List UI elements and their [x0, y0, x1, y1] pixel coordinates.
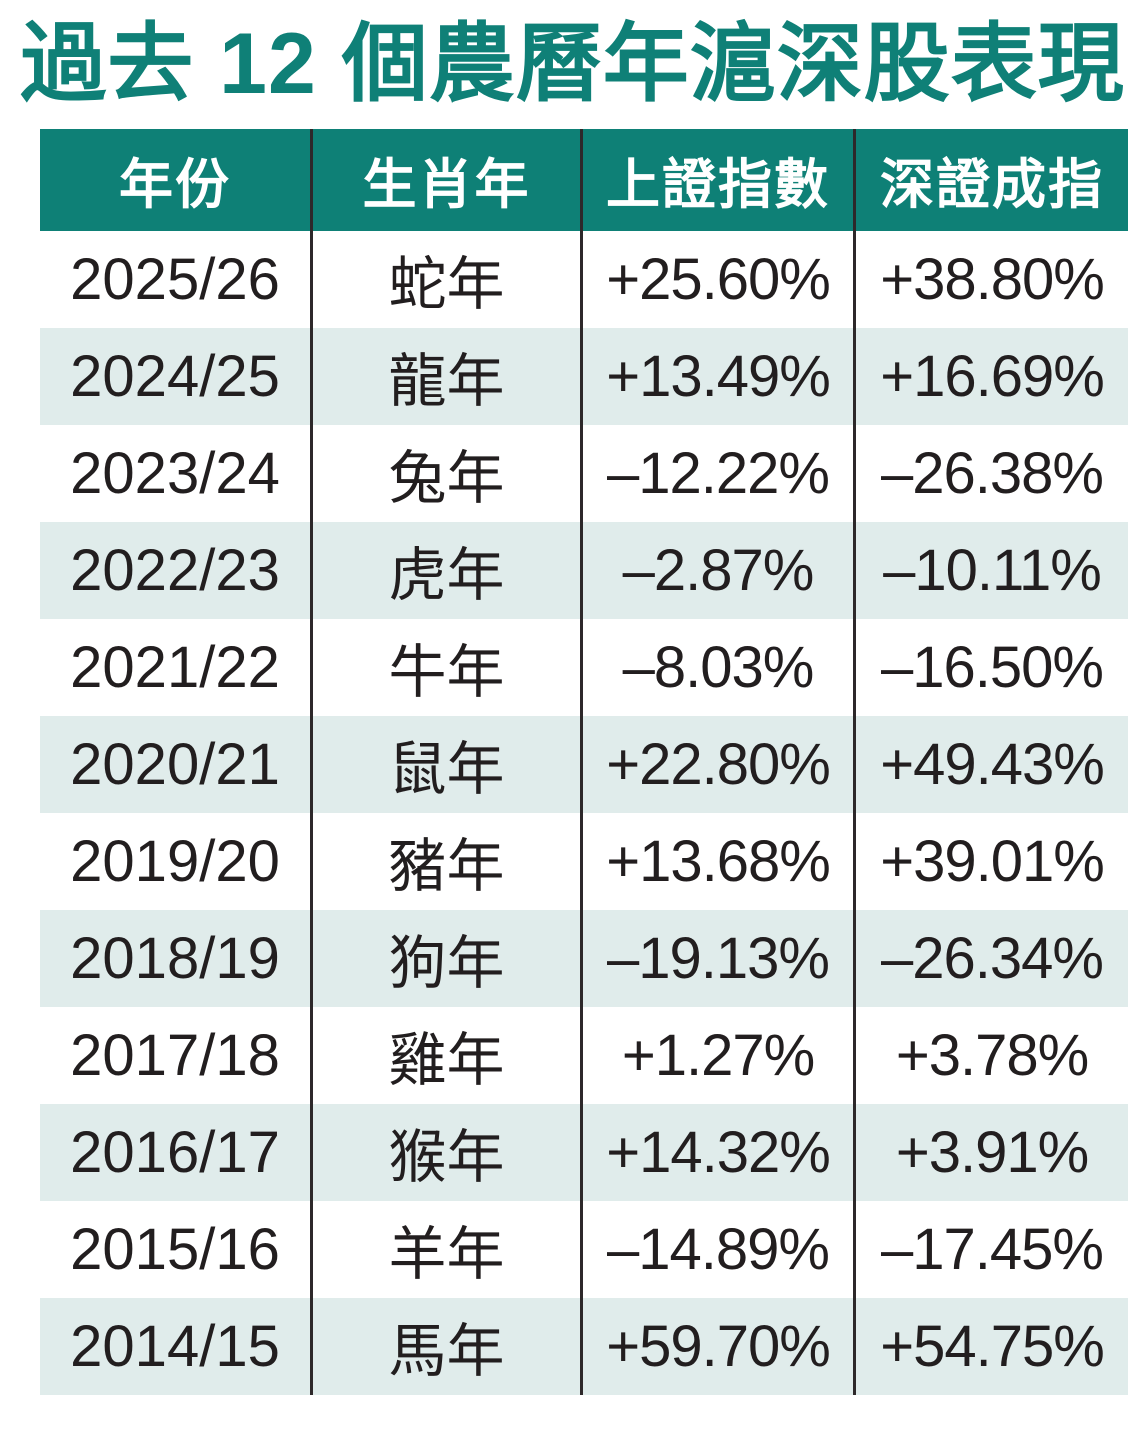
table-row: 2023/24 兔年 –12.22% –26.38%	[40, 424, 1128, 522]
cell-szse: –26.38%	[853, 424, 1128, 522]
table-row: 2016/17 猴年 +14.32% +3.91%	[40, 1103, 1128, 1201]
cell-year: 2016/17	[70, 1119, 280, 1185]
column-header-szse: 深證成指	[853, 128, 1128, 231]
cell-szse: +3.78%	[853, 1006, 1128, 1104]
cell-zodiac: 雞年	[310, 1006, 580, 1104]
table-row: 2017/18 雞年 +1.27% +3.78%	[40, 1006, 1128, 1104]
cell-szse: –17.45%	[853, 1200, 1128, 1298]
cell-year: 2020/21	[70, 731, 280, 797]
table-row: 2015/16 羊年 –14.89% –17.45%	[40, 1200, 1128, 1298]
cell-zodiac: 豬年	[310, 812, 580, 910]
table-row: 2018/19 狗年 –19.13% –26.34%	[40, 909, 1128, 1007]
cell-szse: +39.01%	[853, 812, 1128, 910]
cell-year: 2019/20	[70, 828, 280, 894]
table-row: 2025/26 蛇年 +25.60% +38.80%	[40, 230, 1128, 328]
cell-year: 2023/24	[70, 440, 280, 506]
cell-szse: –10.11%	[853, 521, 1128, 619]
cell-zodiac: 鼠年	[310, 715, 580, 813]
cell-sse: –14.89%	[580, 1200, 853, 1298]
table-row: 2019/20 豬年 +13.68% +39.01%	[40, 812, 1128, 910]
table-row: 2021/22 牛年 –8.03% –16.50%	[40, 618, 1128, 716]
cell-szse: +16.69%	[853, 327, 1128, 425]
cell-year: 2017/18	[70, 1022, 280, 1088]
cell-sse: +13.49%	[580, 327, 853, 425]
table-header-row: 年份 生肖年 上證指數 深證成指	[40, 128, 1128, 231]
cell-sse: –8.03%	[580, 618, 853, 716]
cell-sse: +59.70%	[580, 1297, 853, 1395]
cell-zodiac: 兔年	[310, 424, 580, 522]
cell-szse: –26.34%	[853, 909, 1128, 1007]
cell-sse: –19.13%	[580, 909, 853, 1007]
cell-year: 2022/23	[70, 537, 280, 603]
cell-sse: +1.27%	[580, 1006, 853, 1104]
cell-zodiac: 羊年	[310, 1200, 580, 1298]
cell-zodiac: 馬年	[310, 1297, 580, 1395]
cell-sse: +22.80%	[580, 715, 853, 813]
cell-sse: +13.68%	[580, 812, 853, 910]
cell-year: 2025/26	[70, 246, 280, 312]
cell-year: 2018/19	[70, 925, 280, 991]
cell-year: 2024/25	[70, 343, 280, 409]
cell-szse: +3.91%	[853, 1103, 1128, 1201]
cell-zodiac: 龍年	[310, 327, 580, 425]
performance-table: 年份 生肖年 上證指數 深證成指 2025/26 蛇年 +25.60% +38.…	[40, 128, 1128, 1395]
cell-szse: +49.43%	[853, 715, 1128, 813]
table-row: 2020/21 鼠年 +22.80% +49.43%	[40, 715, 1128, 813]
cell-zodiac: 蛇年	[310, 230, 580, 328]
cell-year: 2015/16	[70, 1216, 280, 1282]
table-row: 2014/15 馬年 +59.70% +54.75%	[40, 1297, 1128, 1395]
cell-year: 2021/22	[70, 634, 280, 700]
table-row: 2024/25 龍年 +13.49% +16.69%	[40, 327, 1128, 425]
column-header-zodiac: 生肖年	[310, 128, 580, 231]
cell-zodiac: 牛年	[310, 618, 580, 716]
cell-szse: +38.80%	[853, 230, 1128, 328]
cell-zodiac: 虎年	[310, 521, 580, 619]
cell-year: 2014/15	[70, 1313, 280, 1379]
cell-sse: +14.32%	[580, 1103, 853, 1201]
cell-sse: –12.22%	[580, 424, 853, 522]
cell-zodiac: 狗年	[310, 909, 580, 1007]
page-title: 過去 12 個農曆年滬深股表現	[20, 16, 1125, 112]
column-header-year: 年份	[119, 155, 231, 216]
cell-szse: +54.75%	[853, 1297, 1128, 1395]
table-row: 2022/23 虎年 –2.87% –10.11%	[40, 521, 1128, 619]
cell-sse: +25.60%	[580, 230, 853, 328]
cell-sse: –2.87%	[580, 521, 853, 619]
cell-szse: –16.50%	[853, 618, 1128, 716]
cell-zodiac: 猴年	[310, 1103, 580, 1201]
column-header-sse: 上證指數	[580, 128, 853, 231]
table-body: 2025/26 蛇年 +25.60% +38.80% 2024/25 龍年 +1…	[40, 230, 1128, 1395]
